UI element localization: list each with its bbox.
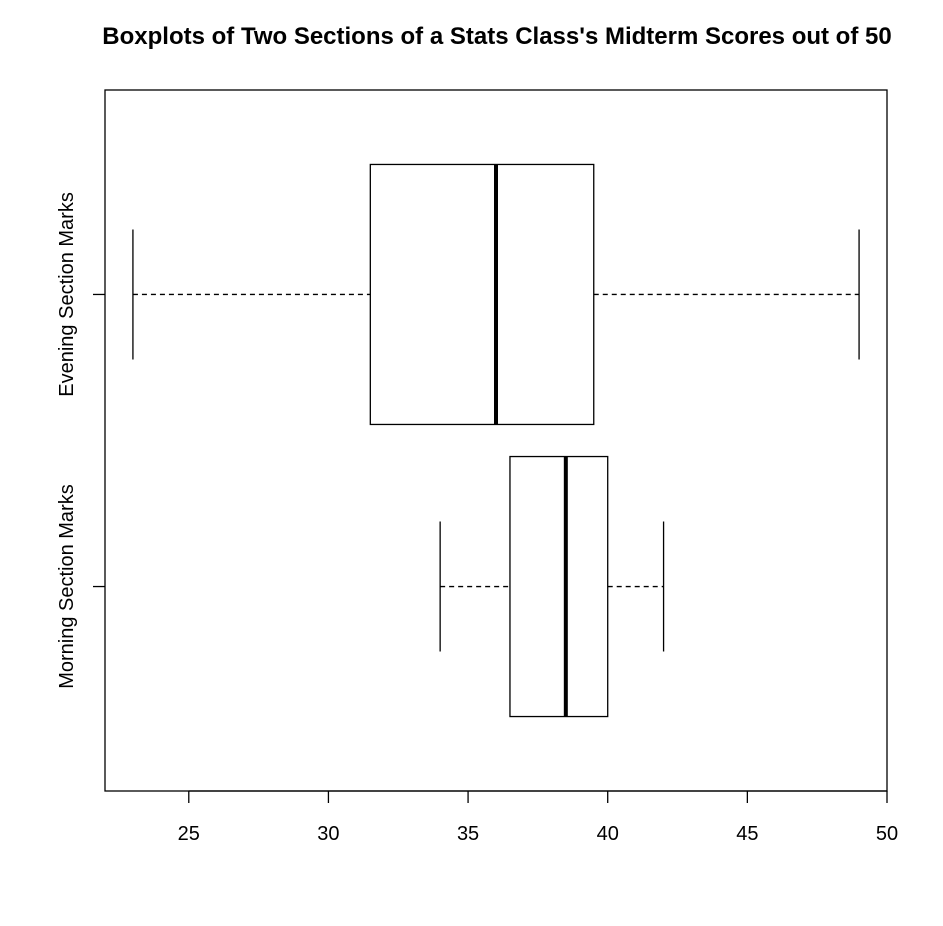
box-evening: [132, 163, 860, 426]
box-morning: [439, 455, 665, 718]
y-category-label: Morning Section Marks: [56, 484, 78, 689]
x-tick-label: 30: [317, 823, 339, 845]
x-tick-label: 45: [736, 823, 758, 845]
x-axis: 25 30 35 40 45 50: [178, 790, 898, 845]
y-axis: Morning Section Marks Evening Section Mar…: [56, 192, 105, 689]
x-tick-label: 40: [597, 823, 619, 845]
x-tick-label: 35: [457, 823, 479, 845]
boxes: [132, 163, 860, 718]
y-category-label: Evening Section Marks: [56, 192, 78, 397]
box-iqr: [369, 163, 595, 426]
x-tick-label: 25: [178, 823, 200, 845]
x-tick-label: 50: [876, 823, 898, 845]
box-iqr: [509, 455, 609, 718]
chart-title: Boxplots of Two Sections of a Stats Clas…: [102, 23, 891, 50]
